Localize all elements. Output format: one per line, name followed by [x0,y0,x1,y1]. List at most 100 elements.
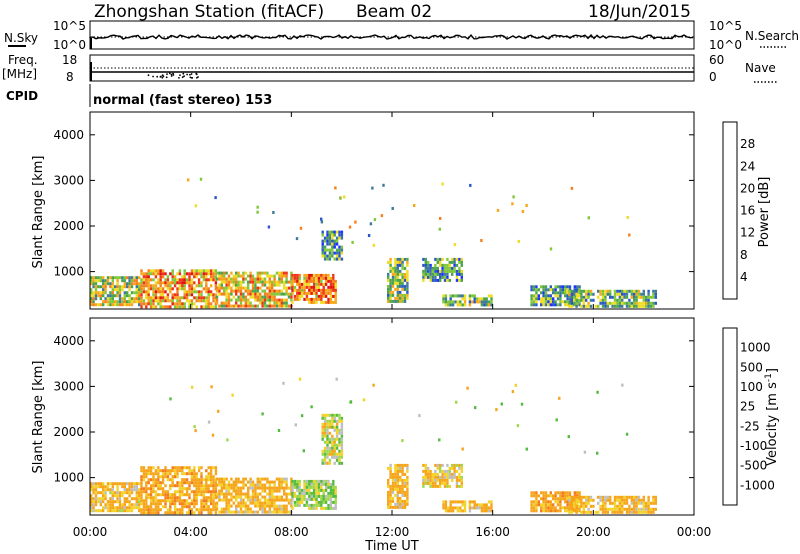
scatter-cell [315,300,318,304]
scatter-cell [340,257,344,261]
scatter-cell [133,482,136,486]
scatter-cell [152,484,155,488]
scatter-cell [422,478,425,482]
scatter-cell [463,303,467,307]
scatter-cell [587,304,590,308]
scatter-cell [463,297,467,301]
scatter-cell [331,449,334,453]
scatter-cell [152,466,155,470]
scatter-cell [312,282,316,286]
scatter-cell [287,510,291,514]
scatter-cell [312,285,316,289]
scatter-cell [328,239,332,243]
scatter-cell [181,478,184,482]
scatter-cell [188,511,191,515]
y-tick-label: 4000 [53,334,84,348]
scatter-cell [429,269,432,273]
scatter-cell [169,290,172,294]
colorbar-tick-label: 100 [740,380,763,394]
scatter-cell [303,288,306,292]
scatter-cell [190,305,194,309]
scatter-cell [401,266,404,270]
scatter-cell [111,485,114,489]
scatter-cell [323,257,327,261]
scatter-cell [394,299,397,303]
scatter-cell [211,433,215,437]
scatter-cell [161,305,165,309]
scatter-cell [573,501,576,505]
scatter-cell [118,506,122,510]
scatter-cell [135,488,138,492]
scatter-cell [463,506,467,510]
scatter-cell [147,505,150,509]
scatter-cell [138,294,141,298]
scatter-cell [142,275,146,279]
scatter-cell [310,291,313,295]
scatter-cell [176,508,179,512]
scatter-cell [321,233,324,237]
scatter-cell [181,284,184,288]
scatter-cell [209,499,213,503]
nave-label: Nave [745,61,776,75]
scatter-cell [633,507,636,511]
scatter-cell [116,285,119,289]
scatter-cell [331,233,334,237]
scatter-cell [280,289,283,293]
scatter-cell [266,304,269,308]
scatter-cell [321,452,324,456]
scatter-cell [642,304,645,308]
scatter-cell [149,508,153,512]
scatter-cell [559,503,562,507]
scatter-cell [164,502,167,506]
scatter-cell [552,291,555,295]
scatter-cell [212,493,215,497]
scatter-cell [138,506,141,510]
scatter-cell [290,477,293,481]
scatter-cell [123,294,126,298]
scatter-cell [223,277,226,281]
scatter-cell [207,287,210,291]
scatter-cell [145,490,148,494]
scatter-cell [332,288,335,292]
scatter-cell [335,254,339,258]
scatter-cell [190,302,194,306]
scatter-cell [138,497,141,501]
scatter-cell [268,292,271,296]
scatter-cell [616,504,619,508]
scatter-cell [283,492,286,496]
scatter-cell [157,278,160,282]
scatter-cell [266,477,269,481]
scatter-cell [149,505,153,509]
scatter-cell [327,279,330,283]
scatter-cell [214,196,217,200]
scatter-cell [389,475,392,479]
scatter-cell [371,186,374,190]
scatter-cell [460,484,463,488]
scatter-cell [195,478,198,482]
scatter-cell [249,289,252,293]
scatter-cell [147,478,150,482]
scatter-cell [251,483,255,487]
scatter-cell [573,504,576,508]
scatter-cell [285,483,288,487]
scatter-cell [123,291,126,295]
scatter-cell [578,303,581,307]
scatter-cell [118,297,122,301]
scatter-cell [242,298,245,302]
scatter-cell [218,510,221,514]
scatter-cell [190,475,194,479]
nsearch-label: N.Search [745,29,799,43]
scatter-cell [637,295,641,299]
scatter-cell [561,497,564,501]
scatter-cell [176,305,179,309]
scatter-cell [154,490,158,494]
scatter-cell [308,297,311,301]
scatter-cell [145,511,148,515]
scatter-cell [242,477,245,481]
scatter-cell [323,254,327,258]
scatter-cell [566,303,569,307]
scatter-cell [315,503,318,507]
scatter-cell [176,302,179,306]
scatter-cell [235,289,238,293]
